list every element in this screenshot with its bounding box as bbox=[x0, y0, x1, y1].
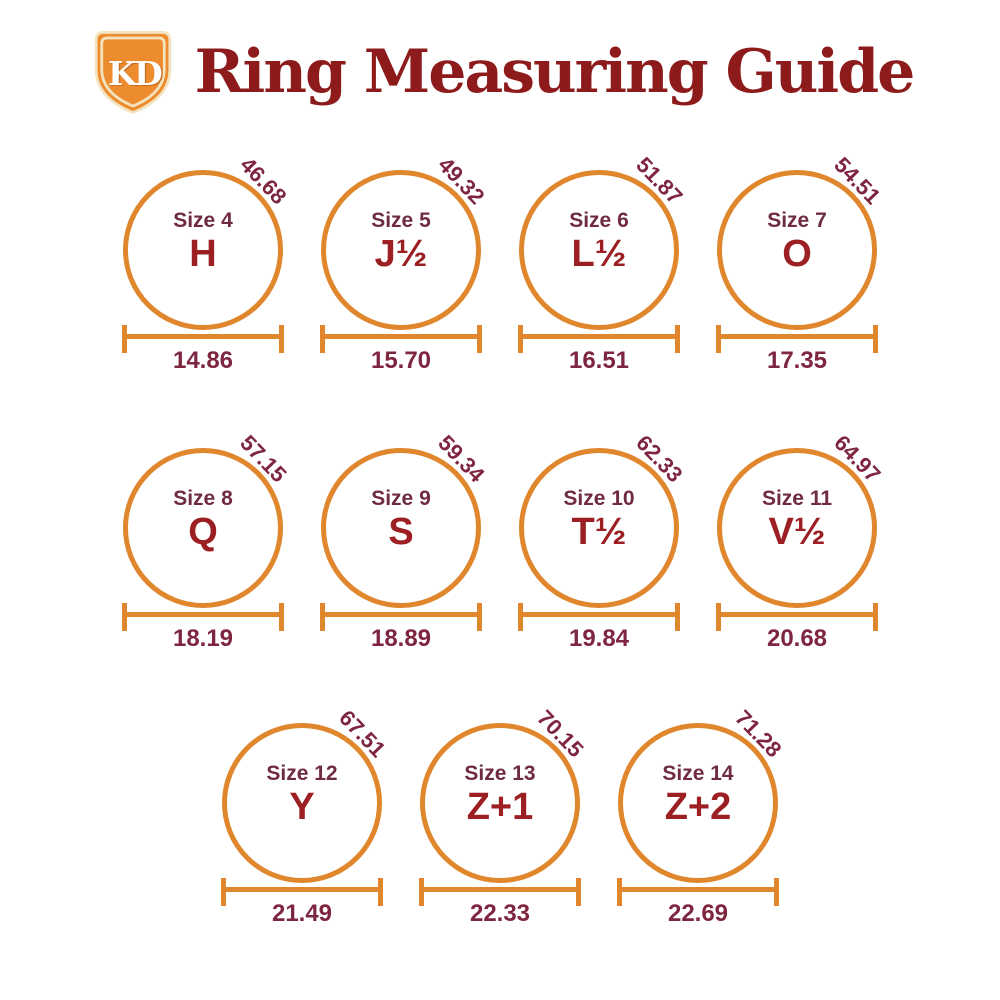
diameter-label: 15.70 bbox=[370, 347, 432, 374]
uk-size-letter: O bbox=[782, 232, 812, 275]
ring-card-size-4: 46.68 Size 4 H 14.86 bbox=[104, 145, 302, 405]
ring-card-size-13: 70.15 Size 13 Z+1 22.33 bbox=[401, 698, 599, 958]
diameter-measure-bar bbox=[716, 603, 878, 631]
ring-circle: Size 5 J½ bbox=[321, 170, 481, 330]
ring-card-size-11: 64.97 Size 11 V½ 20.68 bbox=[698, 423, 896, 683]
logo-text-shadow: KD bbox=[109, 55, 163, 94]
diameter-label: 16.51 bbox=[568, 347, 630, 374]
uk-size-letter: H bbox=[189, 232, 217, 275]
diameter-label: 21.49 bbox=[271, 900, 333, 927]
diameter-label: 14.86 bbox=[172, 347, 234, 374]
diameter-measure-bar bbox=[320, 603, 482, 631]
size-label: Size 6 bbox=[569, 208, 629, 232]
ring-card-size-10: 62.33 Size 10 T½ 19.84 bbox=[500, 423, 698, 683]
ring-circle: Size 6 L½ bbox=[519, 170, 679, 330]
size-label: Size 12 bbox=[266, 761, 338, 785]
uk-size-letter: Q bbox=[188, 510, 218, 553]
kd-shield-logo-icon: KD KD bbox=[94, 31, 171, 114]
diameter-measure-bar bbox=[617, 878, 779, 906]
uk-size-letter: Y bbox=[289, 785, 315, 828]
ring-circle: Size 7 O bbox=[717, 170, 877, 330]
size-label: Size 5 bbox=[371, 208, 431, 232]
uk-size-letter: J½ bbox=[374, 232, 428, 275]
uk-size-letter: S bbox=[388, 510, 414, 553]
diameter-label: 19.84 bbox=[568, 625, 630, 652]
ring-circle: Size 11 V½ bbox=[717, 448, 877, 608]
ring-card-size-5: 49.32 Size 5 J½ 15.70 bbox=[302, 145, 500, 405]
diameter-measure-bar bbox=[122, 325, 284, 353]
diameter-measure-bar bbox=[320, 325, 482, 353]
uk-size-letter: T½ bbox=[571, 510, 627, 553]
diameter-measure-bar bbox=[122, 603, 284, 631]
diameter-label: 18.89 bbox=[370, 625, 432, 652]
ring-row-3: 67.51 Size 12 Y 21.49 70.15 Size 13 Z+1 … bbox=[0, 698, 1000, 958]
ring-circle: Size 13 Z+1 bbox=[420, 723, 580, 883]
uk-size-letter: Z+1 bbox=[466, 785, 534, 828]
diameter-label: 22.33 bbox=[469, 900, 531, 927]
ring-card-size-7: 54.51 Size 7 O 17.35 bbox=[698, 145, 896, 405]
ring-circle: Size 12 Y bbox=[222, 723, 382, 883]
diameter-label: 22.69 bbox=[667, 900, 729, 927]
size-label: Size 14 bbox=[662, 761, 734, 785]
diameter-label: 18.19 bbox=[172, 625, 234, 652]
size-label: Size 4 bbox=[173, 208, 233, 232]
uk-size-letter: V½ bbox=[768, 510, 826, 553]
diameter-measure-bar bbox=[518, 603, 680, 631]
ring-circle: Size 10 T½ bbox=[519, 448, 679, 608]
header: KD KD Ring Measuring Guide bbox=[0, 26, 1000, 118]
size-label: Size 9 bbox=[371, 486, 431, 510]
size-label: Size 7 bbox=[767, 208, 827, 232]
ring-card-size-12: 67.51 Size 12 Y 21.49 bbox=[203, 698, 401, 958]
ring-row-2: 57.15 Size 8 Q 18.19 59.34 Size 9 S 18.8… bbox=[0, 423, 1000, 683]
size-label: Size 10 bbox=[563, 486, 635, 510]
ring-row-1: 46.68 Size 4 H 14.86 49.32 Size 5 J½ 15.… bbox=[0, 145, 1000, 405]
size-label: Size 8 bbox=[173, 486, 233, 510]
diameter-measure-bar bbox=[716, 325, 878, 353]
logo-text: KD bbox=[108, 54, 162, 93]
size-label: Size 11 bbox=[761, 486, 833, 510]
diameter-label: 20.68 bbox=[766, 625, 828, 652]
ring-circle: Size 14 Z+2 bbox=[618, 723, 778, 883]
uk-size-letter: Z+2 bbox=[664, 785, 732, 828]
ring-circle: Size 8 Q bbox=[123, 448, 283, 608]
diameter-label: 17.35 bbox=[766, 347, 828, 374]
diameter-measure-bar bbox=[221, 878, 383, 906]
ring-circle: Size 9 S bbox=[321, 448, 481, 608]
ring-card-size-8: 57.15 Size 8 Q 18.19 bbox=[104, 423, 302, 683]
size-label: Size 13 bbox=[464, 761, 536, 785]
ring-card-size-9: 59.34 Size 9 S 18.89 bbox=[302, 423, 500, 683]
ring-card-size-6: 51.87 Size 6 L½ 16.51 bbox=[500, 145, 698, 405]
uk-size-letter: L½ bbox=[571, 232, 627, 275]
page-title: Ring Measuring Guide bbox=[194, 37, 916, 107]
diameter-measure-bar bbox=[419, 878, 581, 906]
ring-circle: Size 4 H bbox=[123, 170, 283, 330]
diameter-measure-bar bbox=[518, 325, 680, 353]
ring-card-size-14: 71.28 Size 14 Z+2 22.69 bbox=[599, 698, 797, 958]
